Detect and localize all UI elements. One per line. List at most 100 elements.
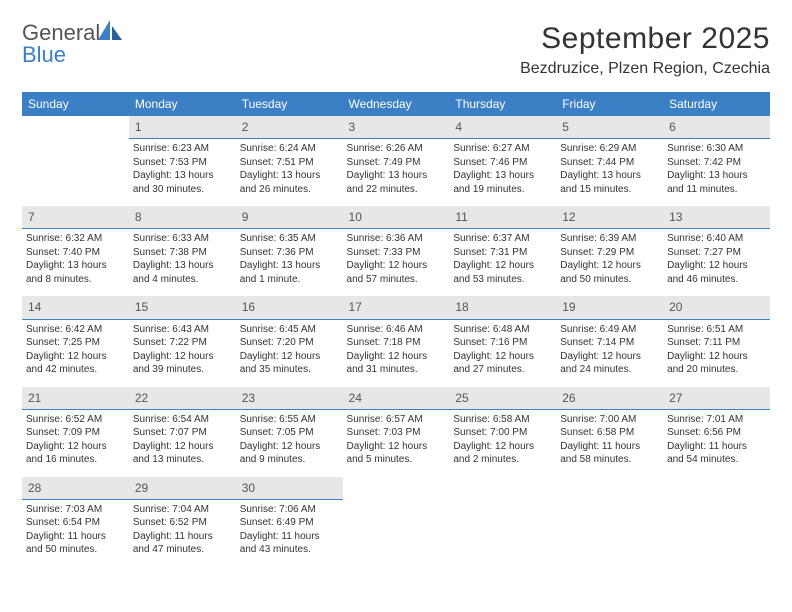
day-info: Sunrise: 6:24 AMSunset: 7:51 PMDaylight:… [240,139,339,196]
day-info-cell: Sunrise: 6:40 AMSunset: 7:27 PMDaylight:… [663,229,770,297]
dayinfo-row: Sunrise: 6:42 AMSunset: 7:25 PMDaylight:… [22,319,770,387]
day-info: Sunrise: 7:00 AMSunset: 6:58 PMDaylight:… [560,410,659,467]
dayinfo-row: Sunrise: 7:03 AMSunset: 6:54 PMDaylight:… [22,499,770,567]
day-info-cell: Sunrise: 6:42 AMSunset: 7:25 PMDaylight:… [22,319,129,387]
day-number-cell: 11 [449,206,556,229]
weekday-header: Wednesday [343,92,450,116]
day-info: Sunrise: 6:27 AMSunset: 7:46 PMDaylight:… [453,139,552,196]
location-subtitle: Bezdruzice, Plzen Region, Czechia [520,60,770,78]
day-info-cell: Sunrise: 6:54 AMSunset: 7:07 PMDaylight:… [129,409,236,477]
day-info-cell: Sunrise: 6:48 AMSunset: 7:16 PMDaylight:… [449,319,556,387]
calendar-body: 123456Sunrise: 6:23 AMSunset: 7:53 PMDay… [22,116,770,567]
day-info-cell: Sunrise: 6:35 AMSunset: 7:36 PMDaylight:… [236,229,343,297]
day-info-cell: Sunrise: 6:24 AMSunset: 7:51 PMDaylight:… [236,139,343,207]
day-info: Sunrise: 7:03 AMSunset: 6:54 PMDaylight:… [26,500,125,557]
day-info: Sunrise: 6:55 AMSunset: 7:05 PMDaylight:… [240,410,339,467]
day-number-cell: 7 [22,206,129,229]
daynum-row: 78910111213 [22,206,770,229]
daynum-row: 282930 [22,477,770,500]
day-number-cell: 23 [236,387,343,410]
day-info-cell: Sunrise: 7:01 AMSunset: 6:56 PMDaylight:… [663,409,770,477]
day-number-cell: 16 [236,296,343,319]
weekday-header: Saturday [663,92,770,116]
day-number-cell: 24 [343,387,450,410]
day-info-cell: Sunrise: 6:55 AMSunset: 7:05 PMDaylight:… [236,409,343,477]
calendar-table: SundayMondayTuesdayWednesdayThursdayFrid… [22,92,770,567]
day-info: Sunrise: 6:54 AMSunset: 7:07 PMDaylight:… [133,410,232,467]
daynum-row: 14151617181920 [22,296,770,319]
day-number-cell: 25 [449,387,556,410]
day-info: Sunrise: 7:01 AMSunset: 6:56 PMDaylight:… [667,410,766,467]
day-info-cell [556,499,663,567]
day-info-cell: Sunrise: 7:03 AMSunset: 6:54 PMDaylight:… [22,499,129,567]
day-info-cell [663,499,770,567]
day-info: Sunrise: 6:46 AMSunset: 7:18 PMDaylight:… [347,320,446,377]
day-number-cell: 13 [663,206,770,229]
day-number-cell: 10 [343,206,450,229]
day-info: Sunrise: 7:06 AMSunset: 6:49 PMDaylight:… [240,500,339,557]
logo-sail-icon [98,20,124,40]
day-number-cell: 9 [236,206,343,229]
header: General Blue September 2025 Bezdruzice, … [22,22,770,78]
day-info: Sunrise: 6:26 AMSunset: 7:49 PMDaylight:… [347,139,446,196]
weekday-header-row: SundayMondayTuesdayWednesdayThursdayFrid… [22,92,770,116]
day-info: Sunrise: 6:23 AMSunset: 7:53 PMDaylight:… [133,139,232,196]
day-info: Sunrise: 6:37 AMSunset: 7:31 PMDaylight:… [453,229,552,286]
day-info: Sunrise: 6:43 AMSunset: 7:22 PMDaylight:… [133,320,232,377]
day-info-cell: Sunrise: 7:00 AMSunset: 6:58 PMDaylight:… [556,409,663,477]
day-info-cell [449,499,556,567]
day-info-cell: Sunrise: 6:39 AMSunset: 7:29 PMDaylight:… [556,229,663,297]
day-info: Sunrise: 6:40 AMSunset: 7:27 PMDaylight:… [667,229,766,286]
day-number-cell: 6 [663,116,770,139]
day-info: Sunrise: 6:33 AMSunset: 7:38 PMDaylight:… [133,229,232,286]
day-info-cell: Sunrise: 7:04 AMSunset: 6:52 PMDaylight:… [129,499,236,567]
day-info-cell: Sunrise: 6:23 AMSunset: 7:53 PMDaylight:… [129,139,236,207]
day-info: Sunrise: 7:04 AMSunset: 6:52 PMDaylight:… [133,500,232,557]
day-number-cell [449,477,556,500]
day-info-cell: Sunrise: 6:58 AMSunset: 7:00 PMDaylight:… [449,409,556,477]
day-info: Sunrise: 6:48 AMSunset: 7:16 PMDaylight:… [453,320,552,377]
day-number-cell [556,477,663,500]
day-info-cell: Sunrise: 6:57 AMSunset: 7:03 PMDaylight:… [343,409,450,477]
day-number-cell: 12 [556,206,663,229]
day-number-cell: 28 [22,477,129,500]
day-number-cell: 14 [22,296,129,319]
day-info: Sunrise: 6:30 AMSunset: 7:42 PMDaylight:… [667,139,766,196]
weekday-header: Monday [129,92,236,116]
daynum-row: 123456 [22,116,770,139]
day-info-cell: Sunrise: 6:26 AMSunset: 7:49 PMDaylight:… [343,139,450,207]
day-number-cell: 18 [449,296,556,319]
day-number-cell: 19 [556,296,663,319]
day-info-cell: Sunrise: 6:45 AMSunset: 7:20 PMDaylight:… [236,319,343,387]
day-number-cell: 26 [556,387,663,410]
day-number-cell [22,116,129,139]
logo-text: General Blue [22,22,124,66]
day-info-cell [22,139,129,207]
day-info: Sunrise: 6:42 AMSunset: 7:25 PMDaylight:… [26,320,125,377]
day-number-cell: 1 [129,116,236,139]
day-info-cell: Sunrise: 7:06 AMSunset: 6:49 PMDaylight:… [236,499,343,567]
day-number-cell: 8 [129,206,236,229]
day-number-cell [343,477,450,500]
day-info: Sunrise: 6:35 AMSunset: 7:36 PMDaylight:… [240,229,339,286]
day-number-cell: 4 [449,116,556,139]
day-number-cell: 17 [343,296,450,319]
day-info-cell: Sunrise: 6:43 AMSunset: 7:22 PMDaylight:… [129,319,236,387]
day-number-cell: 15 [129,296,236,319]
day-info: Sunrise: 6:36 AMSunset: 7:33 PMDaylight:… [347,229,446,286]
day-number-cell: 27 [663,387,770,410]
day-number-cell: 29 [129,477,236,500]
weekday-header: Friday [556,92,663,116]
day-info-cell: Sunrise: 6:30 AMSunset: 7:42 PMDaylight:… [663,139,770,207]
dayinfo-row: Sunrise: 6:32 AMSunset: 7:40 PMDaylight:… [22,229,770,297]
day-number-cell: 21 [22,387,129,410]
day-info-cell: Sunrise: 6:52 AMSunset: 7:09 PMDaylight:… [22,409,129,477]
day-info: Sunrise: 6:29 AMSunset: 7:44 PMDaylight:… [560,139,659,196]
day-number-cell: 5 [556,116,663,139]
title-block: September 2025 Bezdruzice, Plzen Region,… [520,22,770,78]
dayinfo-row: Sunrise: 6:52 AMSunset: 7:09 PMDaylight:… [22,409,770,477]
day-info: Sunrise: 6:58 AMSunset: 7:00 PMDaylight:… [453,410,552,467]
day-info: Sunrise: 6:57 AMSunset: 7:03 PMDaylight:… [347,410,446,467]
day-info: Sunrise: 6:52 AMSunset: 7:09 PMDaylight:… [26,410,125,467]
daynum-row: 21222324252627 [22,387,770,410]
